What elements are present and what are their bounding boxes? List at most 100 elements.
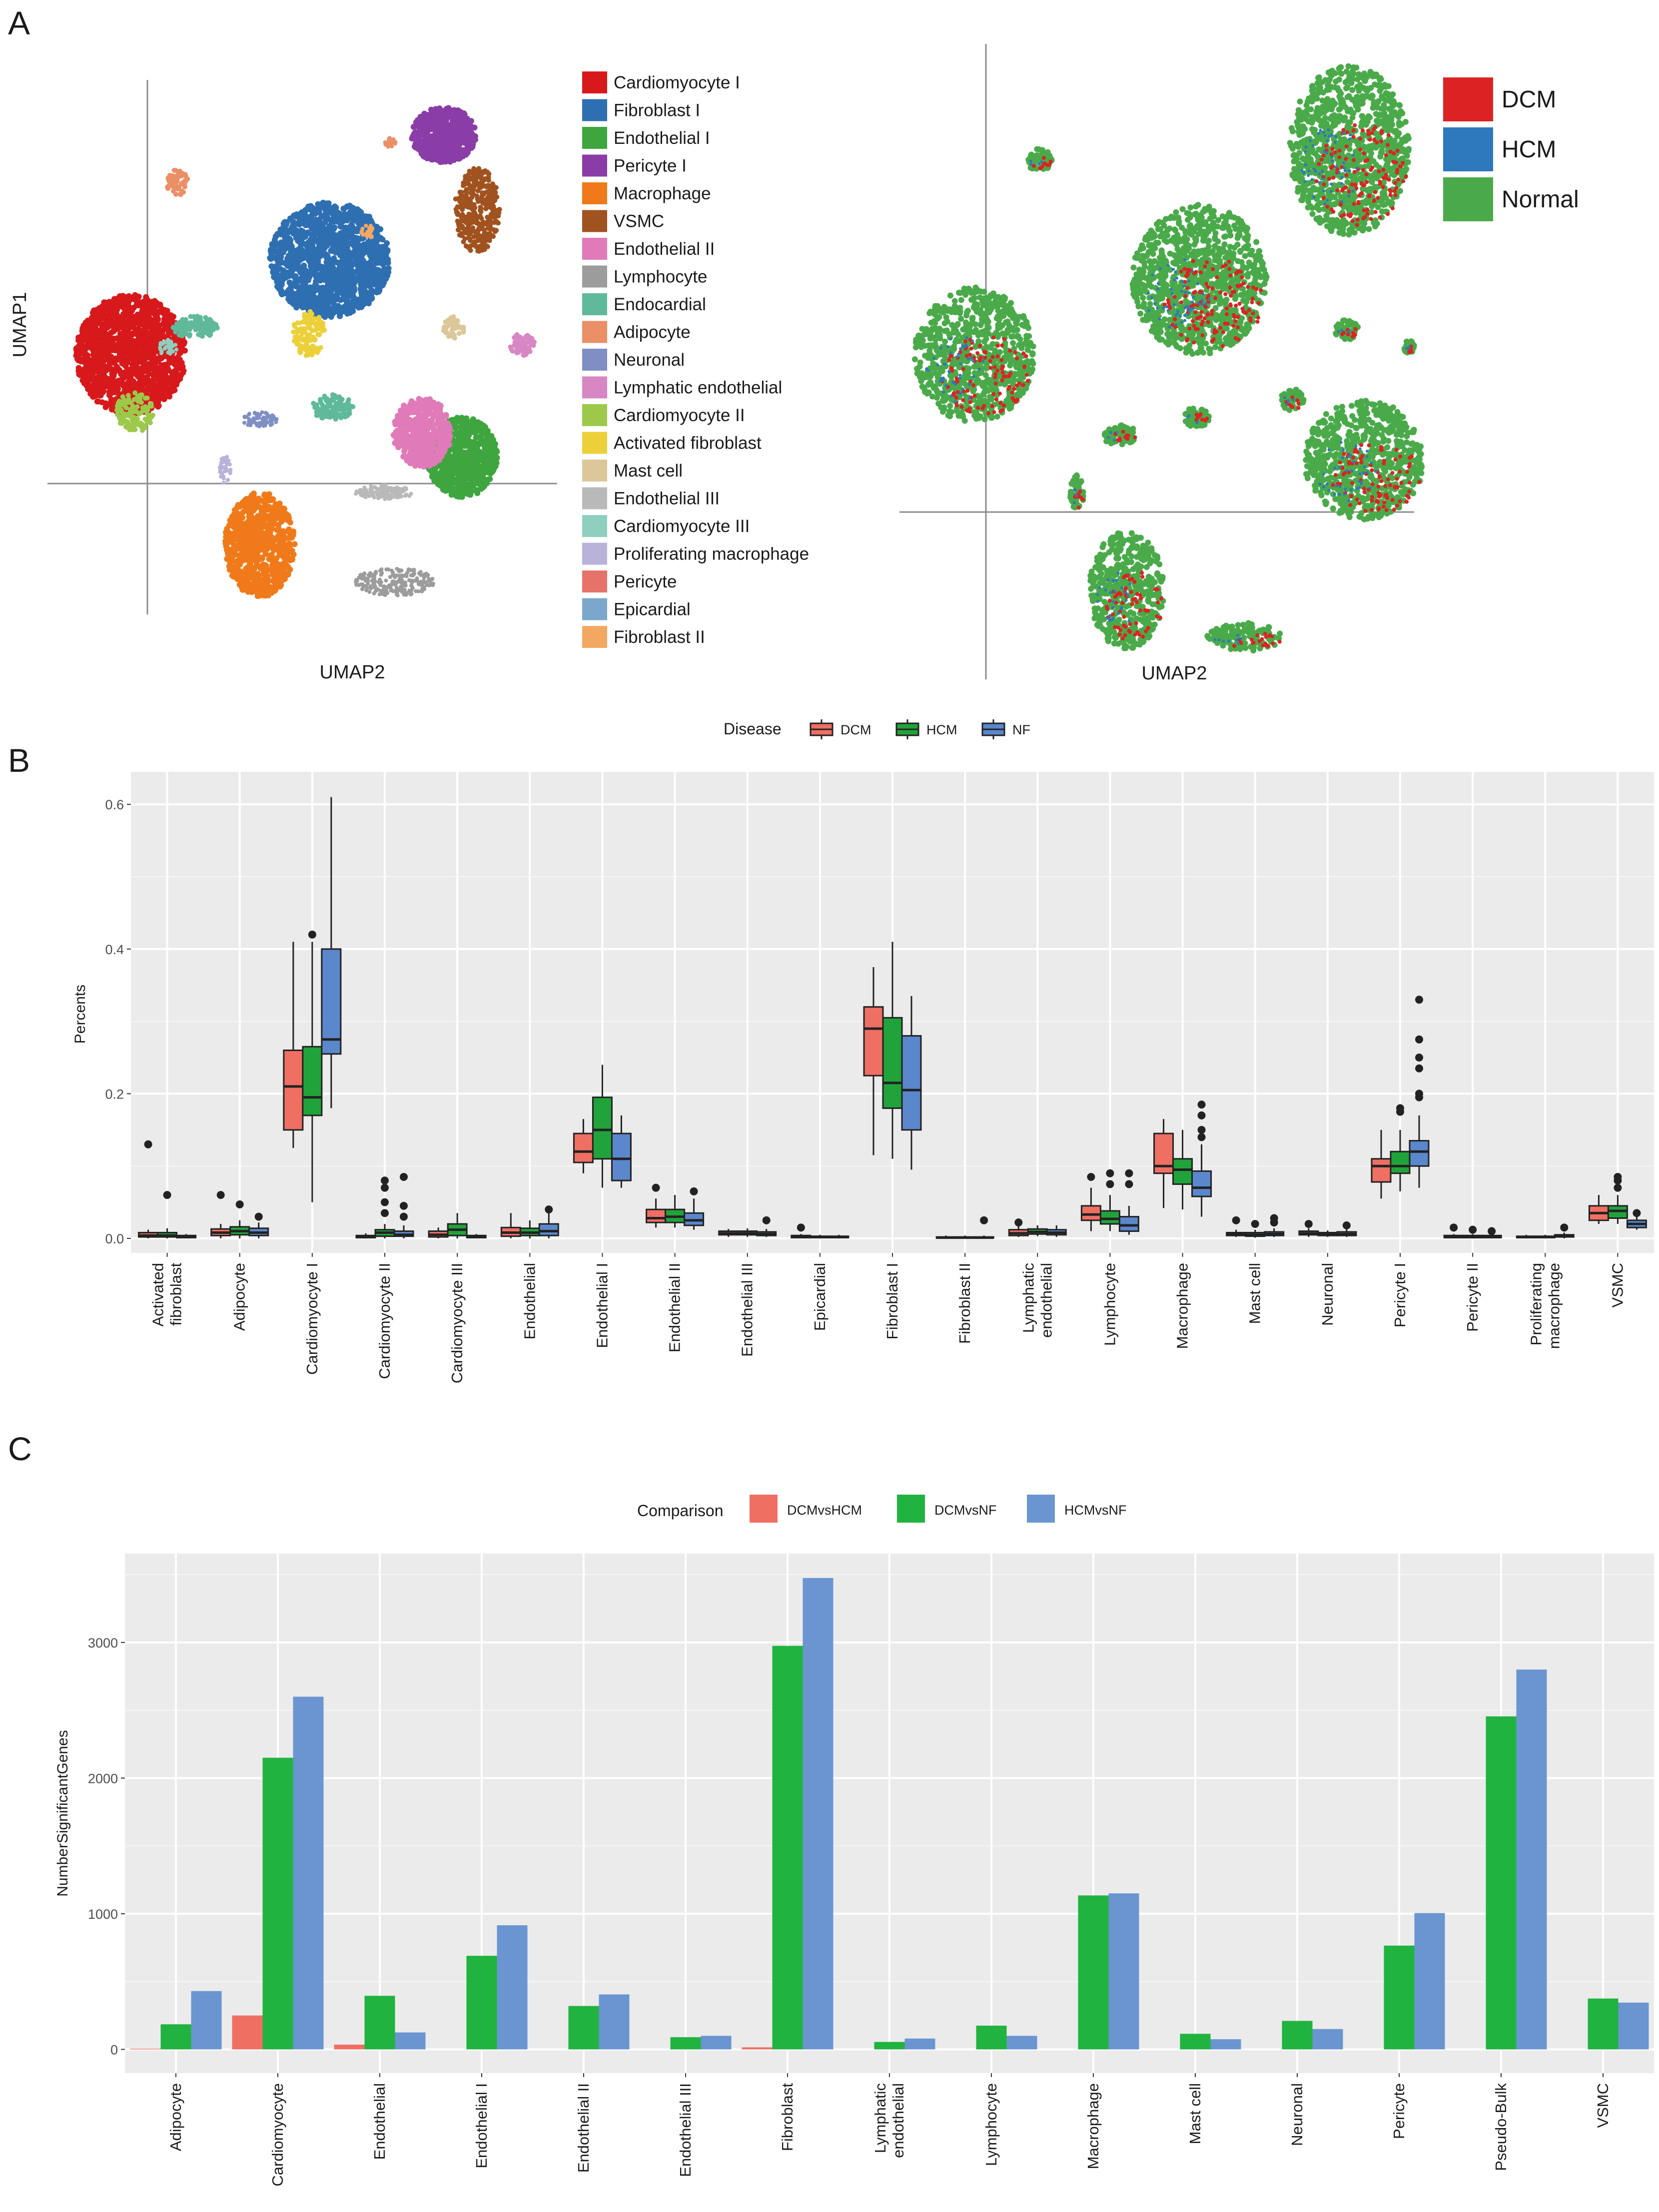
cell-point <box>299 240 306 246</box>
cell-point <box>344 267 350 273</box>
cell-point <box>451 143 458 149</box>
cell-point <box>487 452 493 458</box>
cell-point <box>487 235 493 240</box>
cell-point <box>134 404 140 410</box>
cell-point <box>409 450 416 457</box>
cell-point <box>149 305 156 311</box>
cell-point <box>470 416 476 423</box>
cell-point <box>305 344 310 349</box>
cell-point <box>483 238 488 244</box>
cell-point <box>480 423 487 429</box>
cell-point <box>133 417 138 422</box>
cell-point <box>324 290 331 296</box>
cell-point <box>345 287 351 293</box>
cell-point <box>483 206 489 211</box>
cell-point <box>453 196 458 202</box>
cell-point <box>374 259 380 266</box>
cell-point <box>365 298 372 305</box>
cell-point <box>462 204 467 209</box>
cell-point <box>422 458 428 464</box>
cell-point <box>431 411 437 418</box>
cell-point <box>104 382 111 389</box>
cell-point <box>346 272 353 279</box>
cell-point <box>479 456 485 463</box>
cell-point <box>160 371 167 377</box>
cell-point <box>105 331 112 338</box>
cell-point <box>415 123 421 129</box>
cell-point <box>359 264 365 271</box>
cell-point <box>453 114 460 121</box>
cell-point <box>347 203 354 210</box>
cell-point <box>430 472 436 478</box>
cell-point <box>363 213 369 220</box>
cell-point <box>480 484 486 491</box>
cell-point <box>330 265 336 271</box>
cell-point <box>457 189 463 195</box>
cell-point <box>481 227 487 233</box>
cell-point <box>110 384 117 390</box>
cell-point <box>314 225 320 231</box>
cell-point <box>436 457 442 463</box>
cell-point <box>412 463 418 469</box>
cell-point <box>462 443 469 449</box>
cell-point <box>118 332 125 338</box>
cell-point <box>131 330 138 337</box>
cell-point <box>82 360 88 367</box>
cell-point <box>445 420 451 427</box>
cell-point <box>443 129 450 135</box>
cell-point <box>286 252 293 259</box>
cell-point <box>76 351 82 358</box>
cell-point <box>355 249 361 256</box>
cell-point <box>490 181 495 187</box>
cell-point <box>314 263 321 270</box>
cell-point <box>325 269 332 276</box>
cell-point <box>158 386 164 392</box>
cell-point <box>298 227 304 234</box>
panel-label-b: B <box>8 742 30 779</box>
cell-point <box>88 326 94 333</box>
cell-point <box>329 228 335 235</box>
cell-point <box>276 286 282 292</box>
cell-point <box>372 495 376 500</box>
cell-point <box>491 444 498 451</box>
cell-point <box>485 244 490 249</box>
cell-point <box>305 230 311 236</box>
cell-point <box>470 483 477 489</box>
cell-point <box>349 303 355 309</box>
cell-point <box>444 122 450 128</box>
cell-point <box>120 394 125 400</box>
cell-point <box>478 438 485 445</box>
cell-point <box>79 325 86 332</box>
cell-point <box>100 340 106 346</box>
cell-point <box>330 237 337 243</box>
cell-point <box>95 317 102 324</box>
cell-point <box>134 383 140 390</box>
cell-point <box>472 472 479 478</box>
cell-point <box>469 135 476 141</box>
cell-point <box>471 169 477 174</box>
cell-point <box>153 318 159 325</box>
cell-point <box>162 319 168 325</box>
cluster-pericyte-i <box>409 105 478 165</box>
cell-point <box>422 149 428 156</box>
cell-point <box>377 283 383 289</box>
cell-point <box>484 199 490 204</box>
cell-point <box>401 448 408 455</box>
cell-point <box>436 139 442 145</box>
cell-point <box>415 117 421 123</box>
cell-point <box>448 454 454 460</box>
cell-point <box>434 155 440 161</box>
cell-point <box>145 361 152 368</box>
cell-point <box>117 403 122 409</box>
cell-point <box>105 350 111 357</box>
cell-point <box>171 359 177 365</box>
cell-point <box>417 463 424 469</box>
cell-point <box>348 221 355 228</box>
cell-point <box>136 300 142 307</box>
cell-point <box>149 351 155 358</box>
cell-point <box>406 404 413 410</box>
cell-point <box>457 154 463 161</box>
cell-point <box>357 258 363 264</box>
cell-point <box>340 276 346 283</box>
cell-point <box>286 261 292 268</box>
